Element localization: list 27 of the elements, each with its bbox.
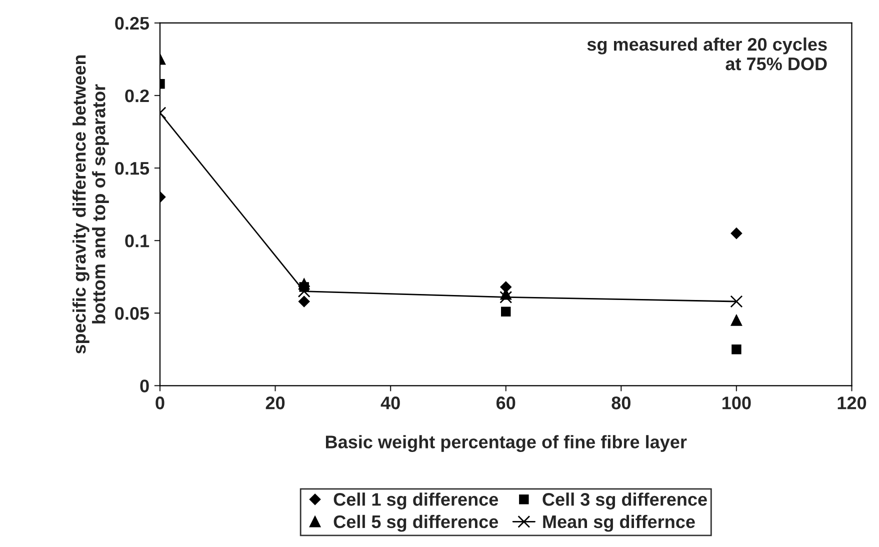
point	[732, 344, 742, 354]
x-tick-label: 100	[722, 396, 751, 410]
y-tick-label: 0.1	[125, 234, 150, 248]
legend-label: Mean sg differnce	[543, 514, 695, 532]
annotation: sg measured after 20 cycles at 75% DOD	[587, 37, 827, 70]
legend-label: Cell 5 sg difference	[334, 514, 498, 532]
y-tick-label: 0.25	[115, 16, 150, 30]
y-axis-title: specific gravity difference between bottom and top of separator	[72, 55, 109, 354]
x-tick-label: 60	[496, 396, 516, 410]
legend-label: Cell 1 sg difference	[334, 492, 498, 510]
x-tick-label: 80	[612, 396, 630, 410]
x-tick-label: 40	[380, 396, 400, 410]
x-tick-label: 20	[266, 396, 285, 410]
x-axis-title: Basic weight percentage of fine fibre layer	[326, 435, 687, 452]
legend-label: Cell 3 sg difference	[542, 492, 707, 510]
x-tick-label: 120	[838, 396, 866, 410]
point	[730, 295, 743, 308]
point	[500, 281, 512, 293]
y-tick-label: 0	[140, 380, 149, 392]
y-tick-label: 0.15	[115, 162, 150, 175]
point	[500, 290, 512, 304]
y-tick-label: 0.2	[125, 89, 149, 102]
point	[501, 306, 511, 317]
point	[730, 314, 742, 326]
x-tick-label: 0	[156, 396, 164, 410]
y-tick-label: 0.05	[115, 307, 150, 320]
point	[730, 228, 742, 239]
